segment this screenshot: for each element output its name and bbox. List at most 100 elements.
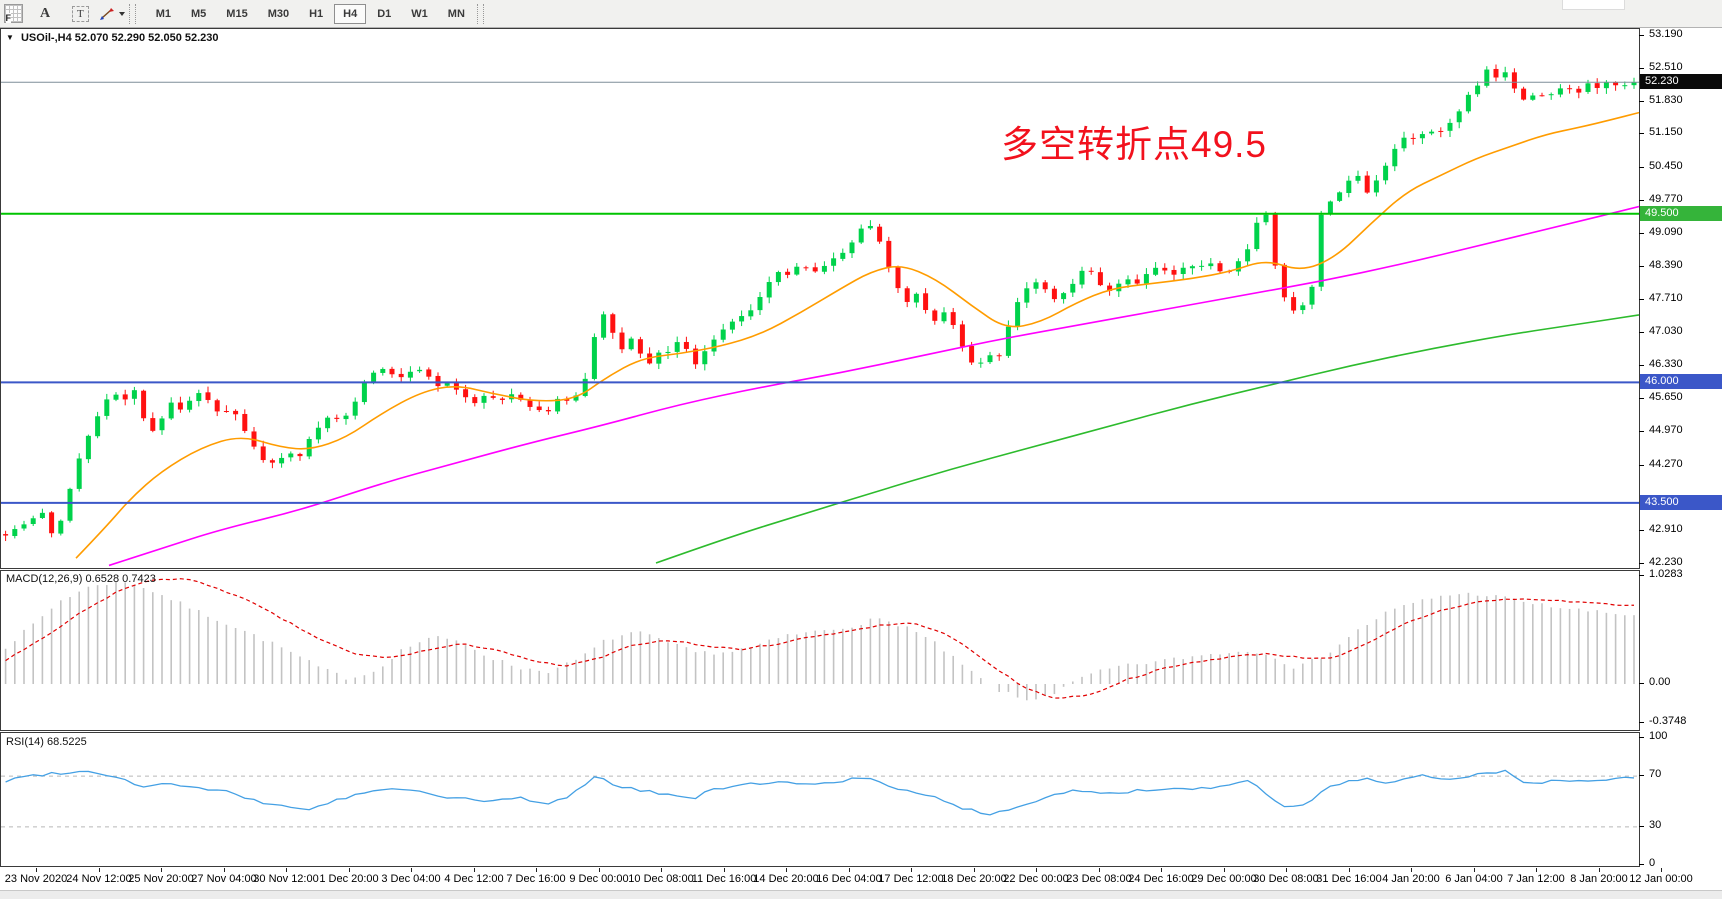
time-tick-label: 4 Dec 12:00 bbox=[444, 873, 504, 885]
time-tick-label: 30 Nov 12:00 bbox=[253, 873, 319, 885]
time-tick-label: 30 Dec 08:00 bbox=[1253, 873, 1319, 885]
time-tick-mark bbox=[974, 868, 975, 872]
time-tick-label: 24 Dec 16:00 bbox=[1128, 873, 1194, 885]
axis-tick-mark bbox=[1639, 683, 1644, 684]
time-tick-label: 12 Jan 00:00 bbox=[1629, 873, 1693, 885]
time-tick-mark bbox=[724, 868, 725, 872]
time-tick-mark bbox=[161, 868, 162, 872]
time-tick-label: 27 Nov 04:00 bbox=[191, 873, 257, 885]
price-chart-canvas[interactable] bbox=[1, 29, 1639, 568]
axis-tick-label: 47.710 bbox=[1649, 292, 1683, 304]
time-tick-mark bbox=[349, 868, 350, 872]
axis-tick-mark bbox=[1639, 431, 1644, 432]
time-tick-label: 8 Jan 20:00 bbox=[1570, 873, 1628, 885]
axis-tick-mark bbox=[1639, 167, 1644, 168]
timeframe-button-m5[interactable]: M5 bbox=[191, 7, 207, 20]
timeframe-button-h1[interactable]: H1 bbox=[309, 7, 324, 20]
time-tick-mark bbox=[1349, 868, 1350, 872]
time-tick-label: 17 Dec 12:00 bbox=[878, 873, 944, 885]
axis-tick-mark bbox=[1639, 101, 1644, 102]
axis-tick-mark bbox=[1639, 365, 1644, 366]
chevron-down-icon bbox=[118, 11, 125, 16]
axis-tick-mark bbox=[1639, 575, 1644, 576]
time-tick-label: 7 Dec 16:00 bbox=[506, 873, 566, 885]
axis-tick-label: 47.030 bbox=[1649, 325, 1683, 337]
toolbar: F A T M1 M5 M15 M30 H1 H4 D1 W1 MN bbox=[0, 0, 1722, 28]
time-tick-mark bbox=[1036, 868, 1037, 872]
time-tick-mark bbox=[1474, 868, 1475, 872]
axis-tick-mark bbox=[1639, 233, 1644, 234]
axis-tick-label: 50.450 bbox=[1649, 160, 1683, 172]
axis-tick-mark bbox=[1639, 398, 1644, 399]
axis-tick-mark bbox=[1639, 332, 1644, 333]
time-tick-label: 16 Dec 04:00 bbox=[816, 873, 882, 885]
axis-tick-mark bbox=[1639, 563, 1644, 564]
time-tick-mark bbox=[599, 868, 600, 872]
axis-tick-label: 1.0283 bbox=[1649, 568, 1683, 580]
timeframe-button-d1[interactable]: D1 bbox=[377, 7, 392, 20]
symbol-name: USOil-,H4 bbox=[20, 32, 72, 44]
axis-tick-label: 44.270 bbox=[1649, 458, 1683, 470]
axis-tick-mark bbox=[1639, 737, 1644, 738]
time-tick-label: 7 Jan 12:00 bbox=[1507, 873, 1565, 885]
text-label-button[interactable]: T bbox=[66, 3, 95, 25]
time-tick-label: 31 Dec 16:00 bbox=[1316, 873, 1382, 885]
axis-tick-label: 42.230 bbox=[1649, 556, 1683, 568]
axis-tick-label: 48.390 bbox=[1649, 259, 1683, 271]
time-tick-mark bbox=[911, 868, 912, 872]
axis-tick-label: 49.770 bbox=[1649, 193, 1683, 205]
arrow-objects-button[interactable] bbox=[99, 3, 125, 25]
time-tick-label: 24 Nov 12:00 bbox=[66, 873, 132, 885]
axis-tick-mark bbox=[1639, 68, 1644, 69]
time-axis[interactable]: 23 Nov 2020 24 Nov 12:00 25 Nov 20:00 27 No… bbox=[0, 867, 1722, 890]
timeframe-button-m15[interactable]: M15 bbox=[226, 7, 248, 20]
price-axis[interactable] bbox=[1640, 28, 1722, 867]
timeframe-button-m1[interactable]: M1 bbox=[155, 7, 172, 20]
axis-tick-label: 0.00 bbox=[1649, 676, 1671, 688]
time-tick-label: 23 Dec 08:00 bbox=[1066, 873, 1132, 885]
main-chart-panel[interactable] bbox=[0, 28, 1640, 569]
timeframe-button-h4[interactable]: H4 bbox=[334, 3, 367, 24]
time-tick-mark bbox=[411, 868, 412, 872]
axis-tick-mark bbox=[1639, 299, 1644, 300]
time-tick-mark bbox=[786, 868, 787, 872]
axis-tick-label: 51.150 bbox=[1649, 126, 1683, 138]
symbol-dropdown-icon[interactable]: ▼ bbox=[6, 33, 14, 42]
macd-indicator-label: MACD(12,26,9) 0.6528 0.7423 bbox=[6, 573, 156, 585]
axis-tick-label: 46.330 bbox=[1649, 358, 1683, 370]
toolbar-grip[interactable] bbox=[128, 3, 136, 24]
rsi-canvas[interactable] bbox=[1, 733, 1639, 866]
axis-tick-mark bbox=[1639, 775, 1644, 776]
time-tick-mark bbox=[1411, 868, 1412, 872]
grid-f-icon: F bbox=[3, 4, 23, 23]
axis-tick-label: 42.910 bbox=[1649, 523, 1683, 535]
axis-tick-label: 53.190 bbox=[1649, 28, 1683, 40]
toolbar-grip-end[interactable] bbox=[476, 3, 484, 24]
time-tick-mark bbox=[1099, 868, 1100, 872]
axis-tick-mark bbox=[1639, 826, 1644, 827]
price-badge-52.230: 52.230 bbox=[1640, 74, 1722, 89]
macd-panel[interactable] bbox=[0, 570, 1640, 731]
timeframe-button-mn[interactable]: MN bbox=[447, 7, 465, 20]
letter-a-icon: A bbox=[39, 5, 51, 21]
time-tick-label: 6 Jan 04:00 bbox=[1445, 873, 1503, 885]
axis-tick-label: 100 bbox=[1649, 730, 1668, 742]
rsi-panel[interactable] bbox=[0, 732, 1640, 867]
time-tick-mark bbox=[286, 868, 287, 872]
symbol-title[interactable]: ▼ USOil-,H4 52.070 52.290 52.050 52.230 bbox=[6, 32, 219, 44]
timeframe-button-m30[interactable]: M30 bbox=[267, 7, 290, 20]
time-tick-mark bbox=[99, 868, 100, 872]
axis-tick-mark bbox=[1639, 530, 1644, 531]
axis-tick-label: 30 bbox=[1649, 819, 1662, 831]
axis-tick-label: 0 bbox=[1649, 857, 1656, 869]
font-tool-button[interactable]: A bbox=[28, 3, 62, 25]
time-tick-mark bbox=[1536, 868, 1537, 872]
time-tick-label: 11 Dec 16:00 bbox=[691, 873, 757, 885]
time-tick-mark bbox=[224, 868, 225, 872]
macd-canvas[interactable] bbox=[1, 571, 1639, 730]
timeframe-button-w1[interactable]: W1 bbox=[411, 7, 428, 20]
docking-grid-button[interactable]: F bbox=[2, 3, 24, 25]
bottom-strip bbox=[0, 890, 1722, 899]
annotation-text: 多空转折点49.5 bbox=[1001, 124, 1268, 165]
time-tick-label: 4 Jan 20:00 bbox=[1382, 873, 1440, 885]
